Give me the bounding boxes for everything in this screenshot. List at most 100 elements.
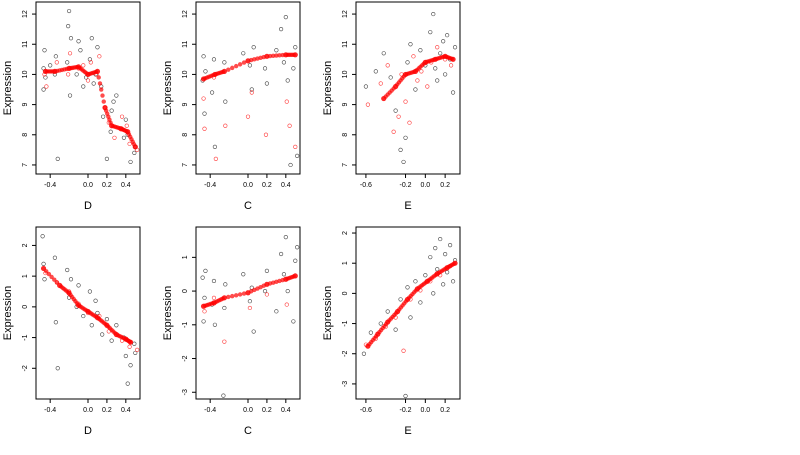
y-tick-label: -3 [182,389,189,395]
fit-point [241,60,247,65]
fit-point [132,144,138,150]
data-point [274,309,279,314]
data-point [125,381,130,386]
scatter-panel-2: -0.4 0.0 0.2 0.4 7 8 9 10 11 12 C Expression [162,1,301,212]
data-point [403,393,408,399]
data-point [81,84,86,89]
data-point [373,69,378,74]
data-point [40,234,45,239]
plot-frame [35,1,141,175]
data-point [89,36,94,41]
data-point [262,66,268,71]
data-point-red [81,63,86,68]
scatter-panel-1: -0.4 0.0 0.2 0.4 7 8 9 10 11 12 D Expression [2,1,141,212]
y-tick-label: 10 [182,70,189,78]
scatter-panel-6: -0.6 -0.2 0.0 0.2 -3 -2 -1 0 1 2 E Expression [322,226,461,437]
y-tick-label: 12 [342,10,349,18]
data-point [211,278,217,284]
plot-frame [195,1,301,175]
x-tick-label: -0.4 [204,182,216,189]
fit-point [226,67,231,72]
data-point [202,295,207,300]
data-point [42,277,47,282]
data-point [200,275,205,280]
data-point-red [287,123,292,128]
data-point [413,87,418,92]
data-point [65,60,70,65]
y-tick-label: -1 [342,320,349,326]
data-point-red [415,78,420,83]
data-point [91,81,96,86]
data-point [450,279,456,284]
data-point-red [222,339,227,344]
data-point [431,11,436,17]
x-tick-label: -0.2 [399,407,411,414]
data-point [247,299,252,304]
data-point [433,66,438,71]
data-point-red [435,45,440,50]
y-tick-label: 8 [182,133,189,137]
y-axis-label: Expression [162,61,174,115]
y-tick-label: 11 [182,41,189,48]
data-point-red [223,123,228,128]
data-point [283,14,288,20]
data-point [203,69,208,74]
data-point [202,111,207,116]
fit-point [233,293,239,298]
fit-point [127,339,134,345]
data-point [222,60,227,65]
fit-point [44,269,49,274]
data-point [111,99,116,104]
data-point [433,246,438,251]
data-point [441,282,446,287]
data-point-red [247,305,252,311]
data-point [274,48,279,53]
x-tick-label: 0.4 [121,182,131,189]
data-point-red [127,141,132,146]
data-point [87,289,92,294]
x-tick-label: 0.2 [262,182,272,189]
fit-point [100,93,105,98]
y-tick-label: -3 [342,381,349,387]
y-axis-label: Expression [322,286,334,340]
data-point [385,309,390,314]
fit-point [233,63,239,69]
data-point [209,90,215,95]
data-point-red [411,54,416,59]
data-point [293,45,298,50]
data-point-red [401,348,406,353]
data-point [443,252,448,257]
x-tick-label: 0.0 [420,407,430,414]
data-point-red [425,84,430,89]
data-point [438,236,443,242]
data-point-red [202,126,207,131]
data-point [104,317,110,322]
data-point [95,45,100,50]
data-point [100,332,105,337]
y-tick-label: 8 [22,133,29,137]
data-point [278,27,284,32]
data-point [452,45,458,50]
scatter-panel-5: -0.4 0.0 0.2 0.4 -3 -2 -1 0 1 C Expression [162,226,301,437]
data-point [114,323,119,328]
data-point-red [54,60,59,65]
data-point [201,54,206,59]
y-tick-label: 8 [342,133,349,137]
data-point [408,315,413,320]
data-point [41,87,46,92]
scatter-panel-3: -0.6 -0.2 0.0 0.2 7 8 9 10 11 12 E Expression [322,1,461,212]
data-point [48,63,53,68]
data-point-red [391,129,396,134]
data-point [128,363,133,368]
data-point-red [85,78,91,83]
data-point [65,267,70,273]
data-point [68,36,74,41]
y-axis-label: Expression [322,61,334,115]
y-axis-label: Expression [162,286,174,340]
y-axis-label: Expression [2,286,14,340]
data-point [291,66,296,71]
x-tick-label: 0.0 [420,182,430,189]
fit-point [101,99,106,104]
fit-point [226,294,231,300]
y-tick-label: 1 [22,274,29,278]
